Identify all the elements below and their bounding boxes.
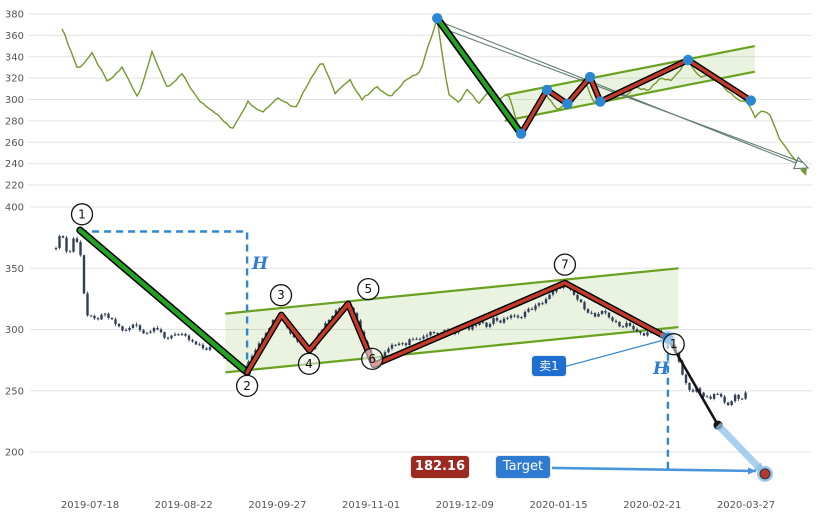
svg-text:5: 5 — [364, 282, 372, 296]
svg-text:2019-09-27: 2019-09-27 — [248, 500, 306, 511]
height-label-1: H — [252, 254, 269, 274]
height-label-2: H — [653, 359, 670, 379]
svg-text:2020-03-27: 2020-03-27 — [717, 500, 775, 511]
sell1-pointer-line — [565, 339, 663, 367]
target-price-badge[interactable]: 182.16 — [411, 456, 469, 478]
top-y-axis: 380 360 340 320 300 280 260 240 220 — [5, 10, 812, 192]
svg-text:2019-07-18: 2019-07-18 — [61, 500, 119, 511]
top-trend-channel[interactable] — [504, 45, 756, 122]
svg-text:3: 3 — [277, 288, 285, 302]
svg-text:380: 380 — [5, 10, 24, 21]
wave-label-6[interactable]: 6 — [361, 347, 384, 371]
bottom-impulse-line[interactable] — [76, 226, 251, 377]
svg-text:7: 7 — [561, 258, 569, 272]
wave-label-1[interactable]: 1 — [662, 333, 685, 356]
wave-label-2[interactable]: 2 — [235, 374, 259, 398]
bottom-x-axis: 2019-07-18 2019-08-22 2019-09-27 2019-11-01… — [61, 500, 775, 511]
wave-label-4[interactable]: 4 — [297, 352, 321, 375]
target-projection-arrow[interactable] — [715, 422, 768, 477]
svg-text:4: 4 — [305, 357, 313, 371]
svg-text:340: 340 — [5, 52, 24, 63]
svg-text:2019-11-01: 2019-11-01 — [342, 500, 400, 511]
svg-text:2020-02-21: 2020-02-21 — [623, 500, 681, 511]
target-button[interactable]: Target — [496, 456, 550, 478]
svg-text:1: 1 — [670, 337, 678, 351]
wave-label-1[interactable]: 1 — [70, 203, 94, 226]
svg-text:250: 250 — [5, 386, 24, 397]
svg-text:2019-08-22: 2019-08-22 — [155, 500, 213, 511]
target-level-arrow[interactable] — [551, 466, 757, 475]
svg-text:6: 6 — [368, 352, 376, 366]
svg-text:200: 200 — [5, 448, 24, 459]
svg-text:300: 300 — [5, 95, 24, 106]
wave-label-7[interactable]: 7 — [553, 253, 577, 276]
sell1-badge[interactable]: 卖1 — [532, 356, 566, 376]
svg-text:220: 220 — [5, 181, 24, 192]
svg-text:350: 350 — [5, 264, 24, 275]
svg-text:400: 400 — [5, 203, 24, 214]
svg-text:280: 280 — [5, 116, 24, 127]
top-pivot-dots[interactable] — [432, 13, 756, 139]
svg-text:2020-01-15: 2020-01-15 — [529, 500, 587, 511]
svg-text:2: 2 — [243, 379, 251, 393]
svg-text:2019-12-09: 2019-12-09 — [436, 500, 494, 511]
svg-text:240: 240 — [5, 159, 24, 170]
wave-label-5[interactable]: 5 — [357, 277, 380, 301]
svg-text:260: 260 — [5, 138, 24, 149]
svg-text:360: 360 — [5, 31, 24, 42]
svg-text:320: 320 — [5, 74, 24, 85]
top-chart: 380 360 340 320 300 280 260 240 220 — [5, 10, 812, 192]
wave-label-3[interactable]: 3 — [269, 284, 293, 307]
top-price-line — [61, 18, 807, 176]
bottom-wave-zigzag[interactable] — [243, 279, 672, 376]
svg-text:1: 1 — [78, 207, 86, 221]
svg-text:300: 300 — [5, 325, 24, 336]
bottom-trend-channel[interactable] — [225, 267, 679, 374]
top-impulse-line[interactable] — [433, 14, 525, 138]
target-dot[interactable] — [757, 465, 773, 482]
projection-arrow[interactable] — [439, 20, 810, 170]
